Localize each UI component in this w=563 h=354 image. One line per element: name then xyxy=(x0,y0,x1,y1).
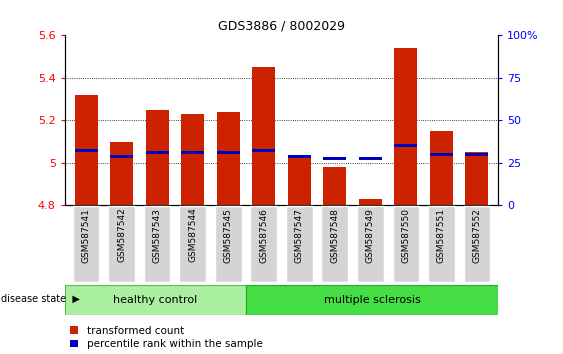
Bar xyxy=(252,67,275,205)
FancyBboxPatch shape xyxy=(286,206,312,282)
Bar xyxy=(74,95,97,205)
Text: GSM587541: GSM587541 xyxy=(82,208,91,263)
Text: multiple sclerosis: multiple sclerosis xyxy=(324,295,421,305)
Bar xyxy=(394,144,417,147)
Text: GSM587548: GSM587548 xyxy=(330,208,339,263)
FancyBboxPatch shape xyxy=(463,206,490,282)
FancyBboxPatch shape xyxy=(321,206,348,282)
Bar xyxy=(110,155,133,158)
Bar xyxy=(74,149,97,152)
Text: disease state  ▶: disease state ▶ xyxy=(1,294,80,304)
Bar xyxy=(323,167,346,205)
Text: GSM587549: GSM587549 xyxy=(366,208,375,263)
Bar xyxy=(323,157,346,160)
FancyBboxPatch shape xyxy=(144,206,171,282)
Bar xyxy=(466,153,489,156)
FancyBboxPatch shape xyxy=(357,206,383,282)
FancyBboxPatch shape xyxy=(73,206,100,282)
Bar xyxy=(394,48,417,205)
Bar xyxy=(110,142,133,205)
Text: GSM587551: GSM587551 xyxy=(437,208,446,263)
FancyBboxPatch shape xyxy=(246,285,498,315)
Legend: transformed count, percentile rank within the sample: transformed count, percentile rank withi… xyxy=(70,326,262,349)
Text: GSM587547: GSM587547 xyxy=(295,208,304,263)
FancyBboxPatch shape xyxy=(180,206,206,282)
Bar xyxy=(146,110,169,205)
FancyBboxPatch shape xyxy=(65,285,246,315)
FancyBboxPatch shape xyxy=(215,206,242,282)
Bar xyxy=(181,114,204,205)
Bar xyxy=(288,155,311,158)
Text: GSM587543: GSM587543 xyxy=(153,208,162,263)
FancyBboxPatch shape xyxy=(428,206,455,282)
Bar xyxy=(359,199,382,205)
FancyBboxPatch shape xyxy=(108,206,135,282)
FancyBboxPatch shape xyxy=(251,206,277,282)
Text: GDS3886 / 8002029: GDS3886 / 8002029 xyxy=(218,19,345,33)
Bar xyxy=(181,151,204,154)
Bar xyxy=(217,112,240,205)
Text: GSM587545: GSM587545 xyxy=(224,208,233,263)
Bar xyxy=(430,131,453,205)
Text: GSM587550: GSM587550 xyxy=(401,208,410,263)
Bar xyxy=(359,157,382,160)
Text: GSM587544: GSM587544 xyxy=(188,208,197,262)
Text: healthy control: healthy control xyxy=(113,295,198,305)
Bar xyxy=(466,152,489,205)
Text: GSM587552: GSM587552 xyxy=(472,208,481,263)
Bar xyxy=(252,149,275,152)
Bar xyxy=(430,153,453,156)
Text: GSM587546: GSM587546 xyxy=(259,208,268,263)
Bar xyxy=(217,151,240,154)
Text: GSM587542: GSM587542 xyxy=(117,208,126,262)
FancyBboxPatch shape xyxy=(392,206,419,282)
Bar xyxy=(288,156,311,205)
Bar xyxy=(146,151,169,154)
